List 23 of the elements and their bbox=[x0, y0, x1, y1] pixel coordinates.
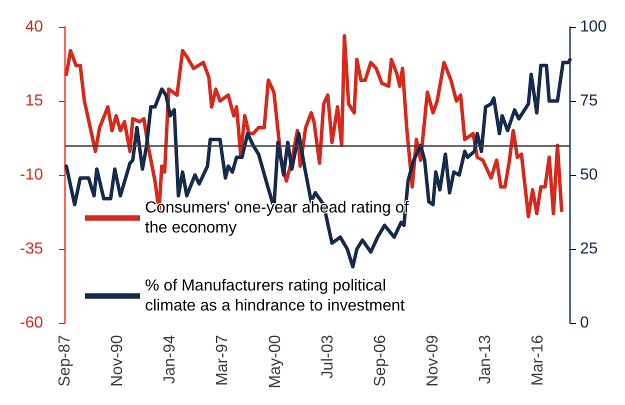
x-tick-label: May-00 bbox=[266, 334, 284, 388]
y2-tick-label: 50 bbox=[580, 166, 598, 184]
x-tick-label: Mar-97 bbox=[214, 334, 232, 386]
y-tick-label: 40 bbox=[25, 18, 44, 36]
y-tick-label: -60 bbox=[20, 314, 44, 332]
line-series bbox=[64, 58, 572, 269]
x-tick-label: Sep-06 bbox=[372, 334, 389, 387]
y2-tick-label: 100 bbox=[580, 18, 607, 36]
x-tick-label: Jan-94 bbox=[162, 334, 179, 384]
y-tick-label: 15 bbox=[25, 92, 44, 110]
x-tick-label: Mar-16 bbox=[530, 334, 547, 386]
x-tick-label: Jul-03 bbox=[319, 334, 336, 379]
y-tick-label: -10 bbox=[20, 166, 44, 184]
y2-tick-label: 75 bbox=[580, 92, 598, 110]
x-tick-label: Sep-87 bbox=[56, 334, 74, 387]
x-tick-label: Jan-13 bbox=[477, 334, 494, 384]
y2-tick-label: 25 bbox=[580, 240, 598, 258]
legend-label: % of Manufacturers rating political climate as a hindrance to investment bbox=[145, 278, 406, 314]
y-tick-label: -35 bbox=[20, 240, 44, 258]
x-tick-label: Nov-09 bbox=[424, 334, 442, 387]
y2-tick-label: 0 bbox=[580, 314, 589, 332]
x-tick-label: Nov-90 bbox=[109, 334, 126, 387]
line-series bbox=[64, 34, 564, 218]
